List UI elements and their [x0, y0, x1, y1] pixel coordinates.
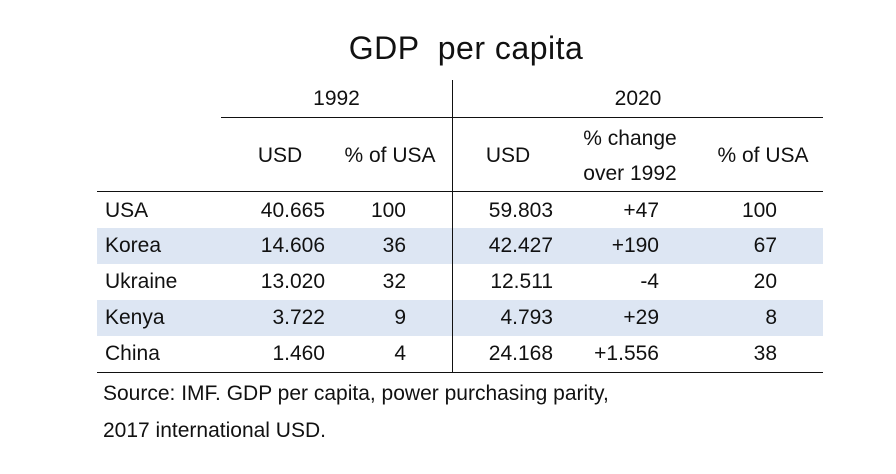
table-cell-usd-1992: 3.722: [272, 306, 325, 329]
table-row-country: USA: [105, 199, 149, 222]
table-cell-pct-usa-2020: 100: [741, 199, 777, 222]
table-cell-usd-1992: 14.606: [260, 234, 325, 257]
table-bottom-rule: [97, 372, 823, 373]
row-band-korea: [97, 228, 823, 264]
table-cell-pct-change: +1.556: [594, 342, 659, 365]
table-row-country: Kenya: [105, 306, 165, 329]
table-row-country: Korea: [105, 234, 162, 257]
source-note-line2: 2017 international USD.: [103, 419, 326, 442]
page-title: GDP per capita: [348, 30, 584, 66]
header-bottom-rule: [97, 191, 823, 192]
table-cell-usd-1992: 1.460: [272, 342, 325, 365]
source-note-line1: Source: IMF. GDP per capita, power purch…: [103, 382, 609, 405]
col-header-usd-2020: USD: [485, 144, 531, 167]
table-cell-pct-usa-2020: 20: [753, 270, 777, 293]
group-rule-2020: [453, 117, 823, 118]
table-cell-pct-usa-1992: 32: [382, 270, 406, 293]
group-header-2020: 2020: [614, 87, 662, 110]
table-cell-pct-usa-2020: 8: [765, 306, 777, 329]
table-cell-usd-1992: 40.665: [260, 199, 325, 222]
col-header-pct-change-line1: % change: [583, 127, 677, 150]
col-header-pct-usa-1992: % of USA: [344, 144, 436, 167]
table-cell-usd-2020: 12.511: [490, 270, 553, 293]
col-header-usd-1992: USD: [257, 144, 303, 167]
table-row-country: China: [105, 342, 160, 365]
row-band-kenya: [97, 300, 823, 336]
group-header-1992: 1992: [313, 87, 360, 110]
table-cell-pct-usa-1992: 36: [382, 234, 406, 257]
table-cell-pct-usa-1992: 4: [394, 342, 406, 365]
table-row-country: Ukraine: [105, 270, 178, 293]
table-cell-pct-usa-1992: 9: [394, 306, 406, 329]
col-header-pct-usa-2020: % of USA: [717, 144, 809, 167]
table-cell-pct-usa-2020: 38: [753, 342, 777, 365]
table-cell-usd-2020: 24.168: [488, 342, 553, 365]
vertical-divider: [452, 80, 453, 372]
group-rule-1992: [221, 117, 453, 118]
table-cell-pct-change: +47: [623, 199, 659, 222]
table-cell-usd-2020: 59.803: [488, 199, 553, 222]
col-header-pct-change-line2: over 1992: [583, 162, 677, 185]
table-cell-usd-1992: 13.020: [260, 270, 325, 293]
table-cell-pct-usa-2020: 67: [753, 234, 777, 257]
table-cell-pct-change: -4: [640, 270, 659, 293]
table-cell-pct-usa-1992: 100: [370, 199, 406, 222]
table-cell-usd-2020: 4.793: [500, 306, 553, 329]
table-cell-pct-change: +190: [611, 234, 659, 257]
table-cell-pct-change: +29: [623, 306, 659, 329]
table-cell-usd-2020: 42.427: [488, 234, 553, 257]
